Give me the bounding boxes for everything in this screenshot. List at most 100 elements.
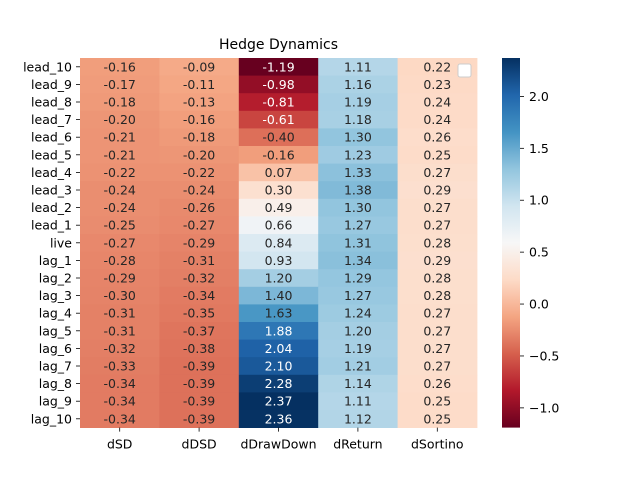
row-tick-label: lag_6 <box>39 341 72 356</box>
heatmap-cell <box>159 304 240 323</box>
heatmap-cell <box>238 146 319 164</box>
heatmap-cell <box>80 181 160 200</box>
heatmap-cell <box>80 198 160 217</box>
cell-value-label: 1.88 <box>265 323 293 338</box>
heatmap-cell <box>80 357 160 376</box>
heatmap-cell <box>80 146 160 164</box>
cell-value-label: 0.28 <box>423 235 451 250</box>
cell-value-label: 0.25 <box>423 394 451 409</box>
cell-value-label: -0.31 <box>104 306 136 321</box>
cell-value-label: 1.11 <box>344 394 372 409</box>
cell-value-label: 1.20 <box>265 271 293 286</box>
row-tick-label: lag_7 <box>39 359 72 374</box>
cell-value-label: 1.20 <box>344 323 372 338</box>
heatmap-cell <box>318 163 398 182</box>
legend-box <box>457 63 472 78</box>
cell-value-label: -0.32 <box>104 341 136 356</box>
cell-value-label: 1.31 <box>344 235 372 250</box>
cell-value-label: 0.28 <box>423 271 451 286</box>
heatmap-cell <box>238 374 319 393</box>
cell-value-label: 0.49 <box>265 200 293 215</box>
heatmap-cell <box>159 93 240 112</box>
heatmap-cell <box>397 163 478 182</box>
row-tick-label: lead_1 <box>31 218 72 233</box>
heatmap-cell <box>318 234 398 252</box>
cell-value-label: 2.10 <box>265 359 293 374</box>
heatmap-cell <box>397 58 478 76</box>
heatmap-cell <box>159 410 240 428</box>
cell-value-label: 0.28 <box>423 288 451 303</box>
heatmap-cell <box>80 75 160 94</box>
heatmap-cell <box>238 128 319 147</box>
cell-value-label: -0.35 <box>183 306 215 321</box>
heatmap-cell <box>238 216 319 235</box>
cell-value-label: 0.24 <box>423 112 451 127</box>
heatmap-cell <box>397 75 478 94</box>
cell-value-label: -0.26 <box>183 200 215 215</box>
cell-value-label: 0.27 <box>423 165 451 180</box>
cell-value-label: -0.22 <box>104 165 136 180</box>
cell-value-label: 0.24 <box>423 95 451 110</box>
heatmap-cell <box>80 93 160 112</box>
heatmap-cell <box>80 58 160 76</box>
cell-value-label: -0.16 <box>183 112 215 127</box>
heatmap-cell <box>397 146 478 164</box>
column-tick-label: dReturn <box>333 437 382 452</box>
cell-value-label: -0.24 <box>183 183 215 198</box>
heatmap-cell <box>159 146 240 164</box>
cell-value-label: 1.16 <box>344 77 372 92</box>
heatmap-cell <box>159 322 240 340</box>
heatmap-cell <box>318 357 398 376</box>
cell-value-label: 1.11 <box>344 59 372 74</box>
cell-value-label: 1.27 <box>344 218 372 233</box>
cell-value-label: 1.33 <box>344 165 372 180</box>
heatmap-cell <box>80 128 160 147</box>
cell-value-label: 1.30 <box>344 200 372 215</box>
heatmap-cell <box>80 216 160 235</box>
row-tick-label: lag_9 <box>39 394 72 409</box>
heatmap-cell <box>238 269 319 288</box>
column-tick-labels: dSD dDSD dDrawDown dReturn dSortino <box>107 427 464 452</box>
heatmap-cell <box>318 110 398 129</box>
colorbar-tick-label: 1.0 <box>529 193 549 208</box>
colorbar-tick-label: −1.0 <box>529 400 559 415</box>
colorbar: −1.0 −0.5 0.0 0.5 1.0 1.5 2.0 <box>502 58 559 428</box>
cell-value-label: -0.34 <box>104 394 136 409</box>
heatmap-cell <box>318 58 398 76</box>
row-tick-label: lead_10 <box>23 59 72 74</box>
column-tick-label: dSD <box>107 437 133 452</box>
heatmap-cell <box>80 392 160 411</box>
heatmap-cell <box>238 75 319 94</box>
heatmap-cell <box>80 269 160 288</box>
cell-value-label: -0.21 <box>104 147 136 162</box>
row-tick-label: lag_5 <box>39 323 72 338</box>
heatmap-cell <box>159 58 240 76</box>
cell-value-label: -0.20 <box>104 112 136 127</box>
cell-value-label: 0.29 <box>423 183 451 198</box>
heatmap-cell <box>318 304 398 323</box>
colorbar-tick-label: 0.0 <box>529 297 549 312</box>
heatmap-cell <box>397 286 478 305</box>
heatmap-cell <box>238 93 319 112</box>
heatmap-cell <box>397 251 478 270</box>
cell-value-label: 0.23 <box>423 77 451 92</box>
heatmap-cell <box>397 304 478 323</box>
cell-value-label: -0.32 <box>183 271 215 286</box>
heatmap-cell <box>80 304 160 323</box>
cell-value-label: -0.17 <box>104 77 136 92</box>
cell-value-label: 0.27 <box>423 323 451 338</box>
heatmap-cell <box>318 93 398 112</box>
cell-value-label: -0.39 <box>183 359 215 374</box>
cell-value-label: -0.29 <box>104 271 136 286</box>
heatmap-cell <box>238 286 319 305</box>
cell-value-label: -0.24 <box>104 183 136 198</box>
heatmap-cell <box>397 93 478 112</box>
heatmap-cell <box>318 339 398 358</box>
cell-value-label: -0.09 <box>183 59 215 74</box>
cell-value-label: 1.30 <box>344 130 372 145</box>
cell-value-label: 2.28 <box>265 376 293 391</box>
cell-value-label: 1.27 <box>344 288 372 303</box>
heatmap-cell <box>397 392 478 411</box>
row-tick-label: lead_6 <box>31 130 72 145</box>
heatmap-cell <box>238 304 319 323</box>
